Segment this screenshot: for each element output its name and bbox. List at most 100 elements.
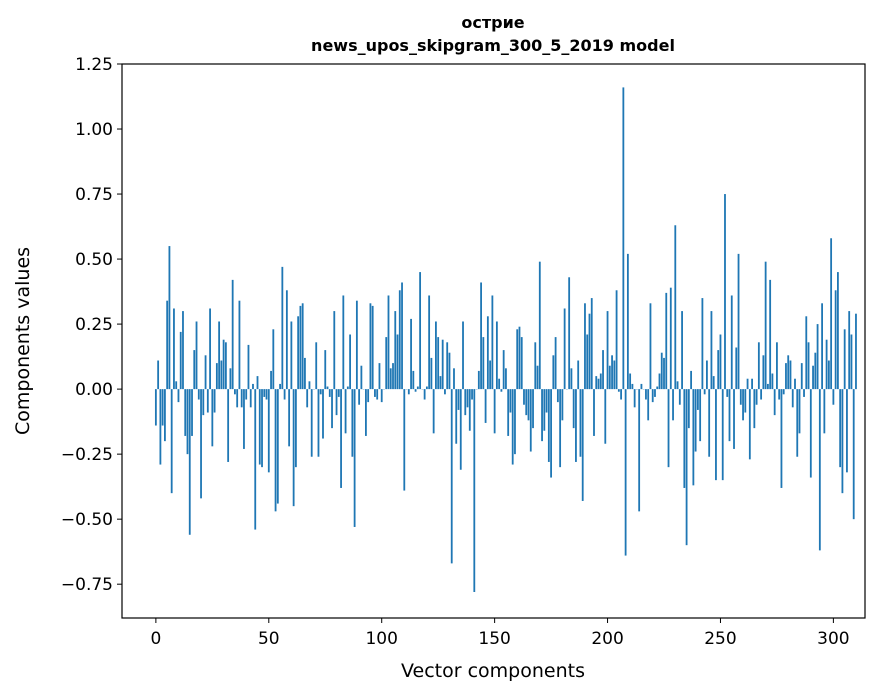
bar-205 — [617, 389, 620, 392]
bar-97 — [374, 389, 376, 397]
bar-5 — [166, 300, 169, 390]
bar-57 — [283, 389, 286, 400]
bar-82 — [340, 389, 342, 488]
bar-159 — [514, 389, 516, 455]
bar-10 — [177, 389, 180, 403]
bar-54 — [276, 389, 279, 504]
bar-116 — [416, 386, 419, 390]
bar-17 — [193, 350, 196, 390]
bar-186 — [575, 389, 577, 462]
bar-124 — [435, 321, 437, 390]
bar-128 — [444, 389, 446, 395]
bar-120 — [425, 386, 428, 390]
bar-228 — [669, 287, 672, 390]
bar-302 — [837, 272, 839, 390]
bar-30 — [222, 339, 225, 390]
bar-201 — [608, 365, 611, 390]
bar-260 — [742, 389, 744, 421]
bar-234 — [683, 389, 686, 488]
bar-301 — [834, 290, 837, 390]
bar-168 — [534, 342, 537, 390]
bar-40 — [245, 389, 248, 400]
bar-73 — [319, 389, 322, 395]
bar-239 — [694, 389, 697, 452]
bar-208 — [624, 389, 627, 556]
x-tick-label: 300 — [817, 629, 849, 649]
bar-263 — [748, 389, 751, 460]
bar-173 — [545, 389, 548, 413]
bar-59 — [288, 389, 291, 447]
plot-frame — [121, 63, 866, 619]
bar-125 — [437, 337, 440, 390]
bar-212 — [633, 389, 636, 408]
y-tick-label: 0.50 — [75, 250, 113, 270]
bar-106 — [394, 311, 397, 390]
bar-58 — [285, 290, 288, 390]
bar-69 — [310, 389, 313, 457]
bar-258 — [737, 253, 740, 390]
bar-275 — [776, 342, 778, 390]
bar-230 — [674, 225, 677, 390]
bar-256 — [733, 389, 735, 449]
bar-278 — [782, 389, 785, 395]
bar-274 — [773, 389, 776, 416]
bar-108 — [398, 290, 401, 390]
bar-23 — [206, 389, 209, 413]
bar-14 — [186, 389, 189, 455]
bar-285 — [798, 389, 801, 434]
bar-255 — [730, 295, 733, 390]
bar-235 — [685, 389, 688, 546]
bar-198 — [602, 350, 604, 390]
bar-112 — [407, 389, 410, 395]
bar-78 — [331, 389, 333, 429]
x-axis-ticks: 0 50 100 150 200 250 300 — [150, 618, 850, 649]
bar-232 — [678, 389, 681, 405]
chart-title: острие — [461, 13, 524, 32]
chart-subtitle: news_upos_skipgram_300_5_2019 model — [311, 36, 675, 55]
bar-135 — [459, 389, 462, 470]
bar-36 — [236, 389, 239, 408]
bar-45 — [256, 376, 259, 390]
bar-65 — [301, 303, 304, 390]
bar-113 — [410, 318, 412, 390]
bar-200 — [606, 311, 609, 390]
bar-206 — [620, 389, 622, 400]
bar-241 — [699, 389, 702, 442]
bar-264 — [751, 378, 753, 390]
bar-9 — [175, 381, 178, 390]
bar-56 — [281, 266, 284, 390]
bar-60 — [290, 321, 293, 390]
bar-110 — [403, 389, 406, 491]
bar-204 — [615, 290, 618, 390]
bar-251 — [721, 389, 724, 481]
y-tick-label: 1.25 — [75, 55, 113, 75]
bar-223 — [658, 373, 661, 390]
bar-190 — [584, 303, 586, 390]
bar-126 — [439, 376, 442, 390]
bar-187 — [577, 360, 580, 390]
bar-109 — [401, 282, 403, 390]
bar-136 — [462, 321, 464, 390]
bar-185 — [572, 389, 575, 429]
bar-188 — [579, 389, 582, 457]
x-tick-label: 50 — [258, 629, 280, 649]
bar-12 — [182, 311, 184, 390]
bar-279 — [785, 363, 787, 390]
bar-8 — [173, 308, 175, 390]
bar-83 — [342, 295, 345, 390]
bar-15 — [188, 389, 191, 535]
bar-98 — [376, 389, 379, 400]
bar-139 — [468, 389, 471, 431]
bar-286 — [800, 363, 803, 390]
bar-129 — [446, 342, 449, 390]
bar-93 — [365, 389, 367, 436]
bar-158 — [511, 389, 514, 465]
bar-19 — [197, 389, 200, 400]
bar-18 — [195, 321, 198, 390]
bar-248 — [715, 389, 717, 481]
bar-37 — [238, 300, 241, 390]
bar-35 — [234, 389, 236, 395]
bar-140 — [471, 389, 473, 400]
bar-240 — [696, 389, 699, 410]
bar-137 — [464, 389, 467, 416]
